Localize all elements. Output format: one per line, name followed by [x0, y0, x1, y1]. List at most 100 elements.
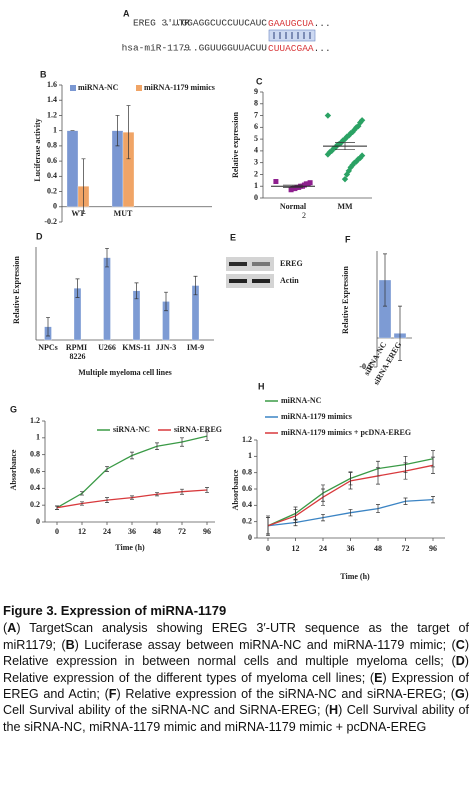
- error-bar: [193, 275, 198, 296]
- error-bar: [105, 247, 109, 268]
- y-tick-label: -0.2: [44, 217, 57, 226]
- error-bar: [55, 505, 59, 510]
- utr-name: EREG 3'UTR: [133, 18, 190, 29]
- error-bar: [403, 462, 408, 480]
- error-bar: [75, 278, 80, 298]
- y-tick-label: 1.6: [47, 80, 57, 89]
- x-tick-label: 36: [347, 544, 355, 553]
- legend-label: miRNA-1179 mimics: [144, 83, 215, 92]
- x-tick-label: MM: [337, 202, 353, 211]
- panel-label: E: [230, 232, 236, 242]
- y-tick-label: 1.2: [30, 416, 40, 425]
- error-bar: [205, 487, 209, 493]
- panel-label: A: [123, 8, 130, 18]
- y-tick-label: 5: [254, 134, 258, 143]
- y-tick-label: 1: [248, 451, 252, 460]
- y-tick-label: 4: [254, 146, 258, 155]
- error-bar: [80, 501, 84, 506]
- error-bar: [130, 495, 134, 500]
- panel-label: D: [36, 231, 43, 241]
- point: [324, 151, 332, 158]
- error-bar: [398, 305, 402, 361]
- x-tick-label: 72: [178, 527, 186, 536]
- error-bar: [105, 466, 109, 472]
- panel-label: B: [40, 69, 47, 79]
- x-tick-label: WT: [71, 209, 85, 218]
- y-tick-label: 0.6: [30, 466, 40, 475]
- figure: A EREG 3'UTR ...GGAGGCUCCUUCAUC GAAUGCUA…: [9, 8, 445, 581]
- error-bar: [335, 142, 355, 151]
- legend-label: miRNA-1179 mimics + pcDNA-EREG: [281, 428, 411, 437]
- caption-panel-letter: E: [374, 670, 383, 685]
- y-tick-label: 7: [254, 110, 258, 119]
- error-bar: [321, 488, 325, 506]
- error-bar: [46, 317, 50, 337]
- mir-name: hsa-miR-1179: [122, 43, 191, 54]
- caption-text: ) TargetScan analysis showing EREG 3′-UT…: [3, 621, 469, 652]
- caption-panel-letter: G: [454, 687, 465, 702]
- point: [347, 164, 354, 171]
- y-axis-title: Relative expression: [231, 112, 240, 178]
- point: [341, 175, 349, 183]
- error-bar: [180, 488, 184, 495]
- y-tick-label: 0.8: [30, 449, 40, 458]
- error-bar: [205, 431, 209, 441]
- y-tick-label: 0: [254, 193, 258, 202]
- error-bar: [321, 513, 325, 522]
- x-axis-title: Time (h): [115, 543, 145, 552]
- caption: Figure 3. Expression of miRNA-1179 (A) Ta…: [3, 603, 469, 735]
- x-tick-label: 96: [429, 544, 437, 553]
- y-tick-label: 0.2: [242, 516, 252, 525]
- legend-swatch: [136, 85, 142, 91]
- mir-tail: ...: [314, 43, 331, 54]
- y-tick-label: 1.2: [47, 110, 57, 119]
- x-tick-label: 24: [103, 527, 111, 536]
- error-bar: [105, 497, 109, 503]
- x-tick-label: NPCs: [38, 343, 58, 352]
- legend-label: miRNA-NC: [78, 83, 119, 92]
- x-tick-label: 12: [78, 527, 86, 536]
- x-tick-label: 96: [203, 527, 211, 536]
- utr-sequence: ...GGAGGCUCCUUCAUC: [164, 18, 267, 29]
- error-bar: [376, 504, 380, 514]
- y-tick-label: 0: [53, 202, 57, 211]
- error-bar: [293, 509, 298, 523]
- y-tick-label: 0.2: [30, 500, 40, 509]
- y-tick-label: 1: [254, 181, 258, 190]
- x-tick-label: Normal: [280, 202, 307, 211]
- y-tick-label: 0.4: [47, 171, 57, 180]
- error-bar: [266, 517, 270, 535]
- error-bar: [431, 456, 435, 474]
- y-tick-label: 0: [36, 517, 40, 526]
- error-bar: [126, 105, 131, 160]
- y-axis-title: Luciferase activity: [33, 118, 42, 181]
- caption-panel-letter: B: [65, 637, 75, 652]
- point: [288, 187, 294, 193]
- caption-text: ) Luciferase assay between miRNA-NC and …: [74, 637, 456, 652]
- error-bar: [134, 282, 139, 300]
- y-tick-label: 1: [36, 433, 40, 442]
- x-tick-label: 24: [319, 544, 327, 553]
- y-tick-label: 0.4: [242, 500, 252, 509]
- y-tick-label: 3: [254, 157, 258, 166]
- caption-panel-letter: H: [329, 703, 339, 718]
- y-tick-label: 0.4: [30, 483, 40, 492]
- x-tick-label: 0: [266, 544, 270, 553]
- x-tick-label: 48: [153, 527, 161, 536]
- y-axis-title: Relative Expression: [341, 266, 350, 334]
- legend-swatch: [70, 85, 76, 91]
- y-tick-label: 9: [254, 87, 258, 96]
- panel-label: C: [256, 76, 263, 86]
- error-bar: [348, 472, 353, 490]
- panel-label: F: [345, 234, 351, 244]
- y-tick-label: 6: [254, 122, 258, 131]
- point: [343, 171, 351, 178]
- caption-text: ) Relative expression in between normal …: [3, 637, 470, 669]
- y-tick-label: 0.8: [242, 467, 252, 476]
- error-bar: [283, 184, 303, 188]
- caption-panel-letter: A: [7, 621, 17, 636]
- caption-text: ) Cell Survival ability of the siRNA-NC,…: [3, 703, 469, 734]
- caption-panel-letter: D: [455, 654, 465, 669]
- y-tick-label: 1.2: [242, 435, 252, 444]
